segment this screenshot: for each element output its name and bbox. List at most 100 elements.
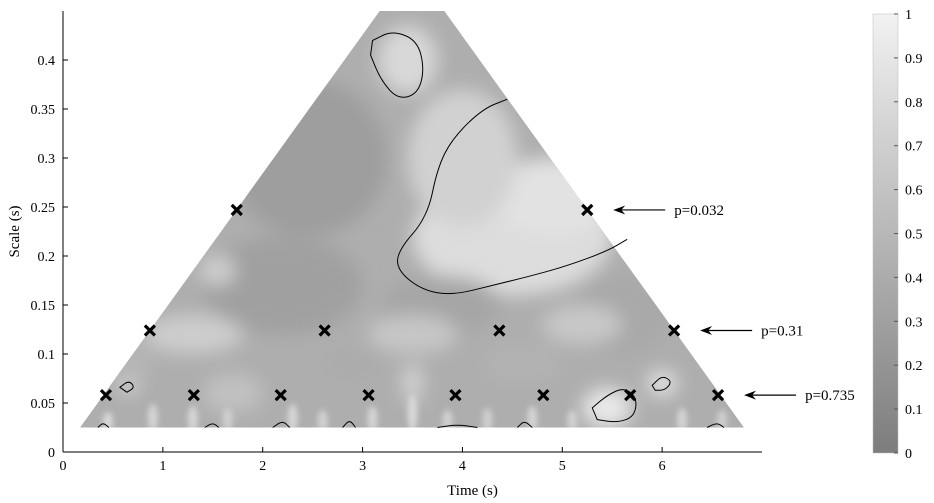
annotation-arrow-head-1 bbox=[700, 325, 713, 335]
power-stripe-2 bbox=[187, 405, 198, 428]
power-blob-3 bbox=[377, 25, 438, 95]
x-tick-label-4: 4 bbox=[459, 459, 466, 474]
significance-contour-0 bbox=[397, 98, 628, 295]
x-tick-label-2: 2 bbox=[259, 459, 266, 474]
power-blob-18 bbox=[482, 344, 563, 384]
marker-x-4 bbox=[449, 389, 462, 402]
y-tick-label-0: 0 bbox=[48, 446, 55, 461]
marker-x-0 bbox=[99, 389, 113, 402]
colorbar-tick-label-3: 0.3 bbox=[905, 315, 923, 330]
colorbar-tick-label-10: 1 bbox=[905, 8, 912, 23]
power-stripe-0 bbox=[102, 411, 113, 428]
significance-contour-1 bbox=[370, 32, 424, 98]
power-stripe-9 bbox=[482, 407, 493, 428]
marker-x-6 bbox=[624, 389, 637, 402]
colorbar-tick-label-7: 0.7 bbox=[905, 140, 923, 155]
marker-x-10 bbox=[493, 324, 506, 337]
power-blob-11 bbox=[199, 256, 236, 286]
power-stripe-13 bbox=[717, 409, 728, 428]
x-axis-ticks: 0 1 2 3 4 5 6 bbox=[60, 447, 666, 474]
x-tick-label-0: 0 bbox=[60, 459, 67, 474]
y-tick-label-3: 0.15 bbox=[31, 299, 56, 314]
significance-contour-5 bbox=[97, 423, 110, 428]
x-tick-label-6: 6 bbox=[659, 459, 666, 474]
power-blob-19 bbox=[92, 344, 153, 384]
marker-x-3 bbox=[362, 389, 375, 402]
power-stripe-5 bbox=[317, 409, 328, 428]
colorbar: 0 0.1 0.2 0.3 0.4 0.5 0.6 0.7 0.8 0.9 1 bbox=[872, 8, 923, 462]
marker-x-11 bbox=[667, 324, 681, 337]
colorbar-tick-label-8: 0.8 bbox=[905, 96, 923, 111]
annotation-label-2: p=0.735 bbox=[805, 388, 855, 404]
x-tick-label-1: 1 bbox=[159, 459, 166, 474]
y-tick-label-7: 0.35 bbox=[31, 103, 56, 118]
x-tick-label-3: 3 bbox=[359, 459, 366, 474]
significance-contour-7 bbox=[272, 421, 291, 428]
marker-x-1 bbox=[187, 389, 200, 402]
colorbar-ticks: 0 0.1 0.2 0.3 0.4 0.5 0.6 0.7 0.8 0.9 1 bbox=[894, 8, 923, 462]
marker-x-13 bbox=[581, 203, 594, 217]
power-blob-8 bbox=[142, 314, 243, 354]
colorbar-scale bbox=[872, 13, 899, 454]
power-stripe-10 bbox=[527, 405, 538, 428]
marker-layer bbox=[99, 203, 725, 402]
y-axis-ticks: 0 0.05 0.1 0.15 0.2 0.25 0.3 0.35 0.4 bbox=[31, 54, 68, 461]
y-tick-label-5: 0.25 bbox=[31, 201, 56, 216]
power-blob-5 bbox=[202, 236, 363, 335]
power-stripe-12 bbox=[677, 407, 688, 428]
power-stripe-7 bbox=[407, 394, 418, 428]
annotation-arrow-head-2 bbox=[744, 390, 757, 400]
marker-x-9 bbox=[318, 324, 331, 337]
axes: 0 1 2 3 4 5 6 0 0.05 0.1 0.15 0.2 0.25 0.3 0.35 0.4 Ti… bbox=[7, 11, 762, 499]
power-stripe-1 bbox=[147, 403, 158, 428]
power-stripe-3 bbox=[222, 407, 233, 428]
power-surface bbox=[79, 11, 745, 428]
colorbar-tick-label-0: 0 bbox=[905, 447, 912, 462]
power-blob-15 bbox=[202, 373, 263, 413]
power-blob-12 bbox=[582, 388, 633, 428]
power-stripe-6 bbox=[367, 405, 378, 428]
colorbar-tick-label-9: 0.9 bbox=[905, 52, 923, 67]
power-blob-17 bbox=[322, 349, 383, 379]
marker-x-12 bbox=[230, 203, 243, 217]
power-blob-16 bbox=[402, 363, 423, 403]
surface-clipped bbox=[79, 11, 745, 428]
y-tick-label-8: 0.4 bbox=[38, 54, 56, 69]
annotation-label-1: p=0.31 bbox=[761, 323, 803, 339]
significance-contour-3 bbox=[651, 376, 671, 391]
y-axis-label: Scale (s) bbox=[7, 205, 23, 257]
surface-blobs bbox=[92, 25, 678, 428]
significance-contour-9 bbox=[437, 424, 478, 428]
significance-contour-6 bbox=[204, 423, 220, 428]
marker-x-5 bbox=[537, 389, 550, 402]
annotation-arrow-head-0 bbox=[613, 205, 626, 215]
power-blob-4 bbox=[227, 79, 388, 237]
colorbar-tick-label-6: 0.6 bbox=[905, 184, 923, 199]
significance-contour-10 bbox=[516, 421, 533, 428]
y-tick-label-2: 0.1 bbox=[38, 348, 56, 363]
colorbar-tick-label-1: 0.1 bbox=[905, 403, 923, 418]
power-blob-10 bbox=[542, 305, 623, 345]
significance-contour-4 bbox=[119, 381, 134, 393]
y-tick-label-6: 0.3 bbox=[38, 152, 56, 167]
power-stripe-4 bbox=[287, 403, 298, 428]
colorbar-tick-label-2: 0.2 bbox=[905, 359, 923, 374]
y-tick-label-1: 0.05 bbox=[31, 397, 56, 412]
x-axis-label: Time (s) bbox=[447, 483, 498, 499]
annotation-layer: p=0.032 p=0.31 p=0.735 bbox=[613, 203, 855, 404]
annotation-label-0: p=0.032 bbox=[674, 203, 724, 219]
x-tick-label-5: 5 bbox=[559, 459, 566, 474]
surface-stripes bbox=[102, 394, 728, 428]
power-blob-13 bbox=[647, 370, 678, 397]
power-stripe-11 bbox=[567, 409, 578, 428]
marker-x-7 bbox=[711, 389, 725, 402]
power-stripe-8 bbox=[442, 409, 453, 428]
power-blob-9 bbox=[367, 314, 458, 354]
significance-contour-11 bbox=[706, 423, 725, 428]
colorbar-tick-label-5: 0.5 bbox=[905, 228, 923, 243]
marker-x-8 bbox=[143, 324, 157, 337]
colorbar-tick-label-4: 0.4 bbox=[905, 271, 923, 286]
marker-x-2 bbox=[274, 389, 287, 402]
y-tick-label-4: 0.2 bbox=[38, 250, 56, 265]
